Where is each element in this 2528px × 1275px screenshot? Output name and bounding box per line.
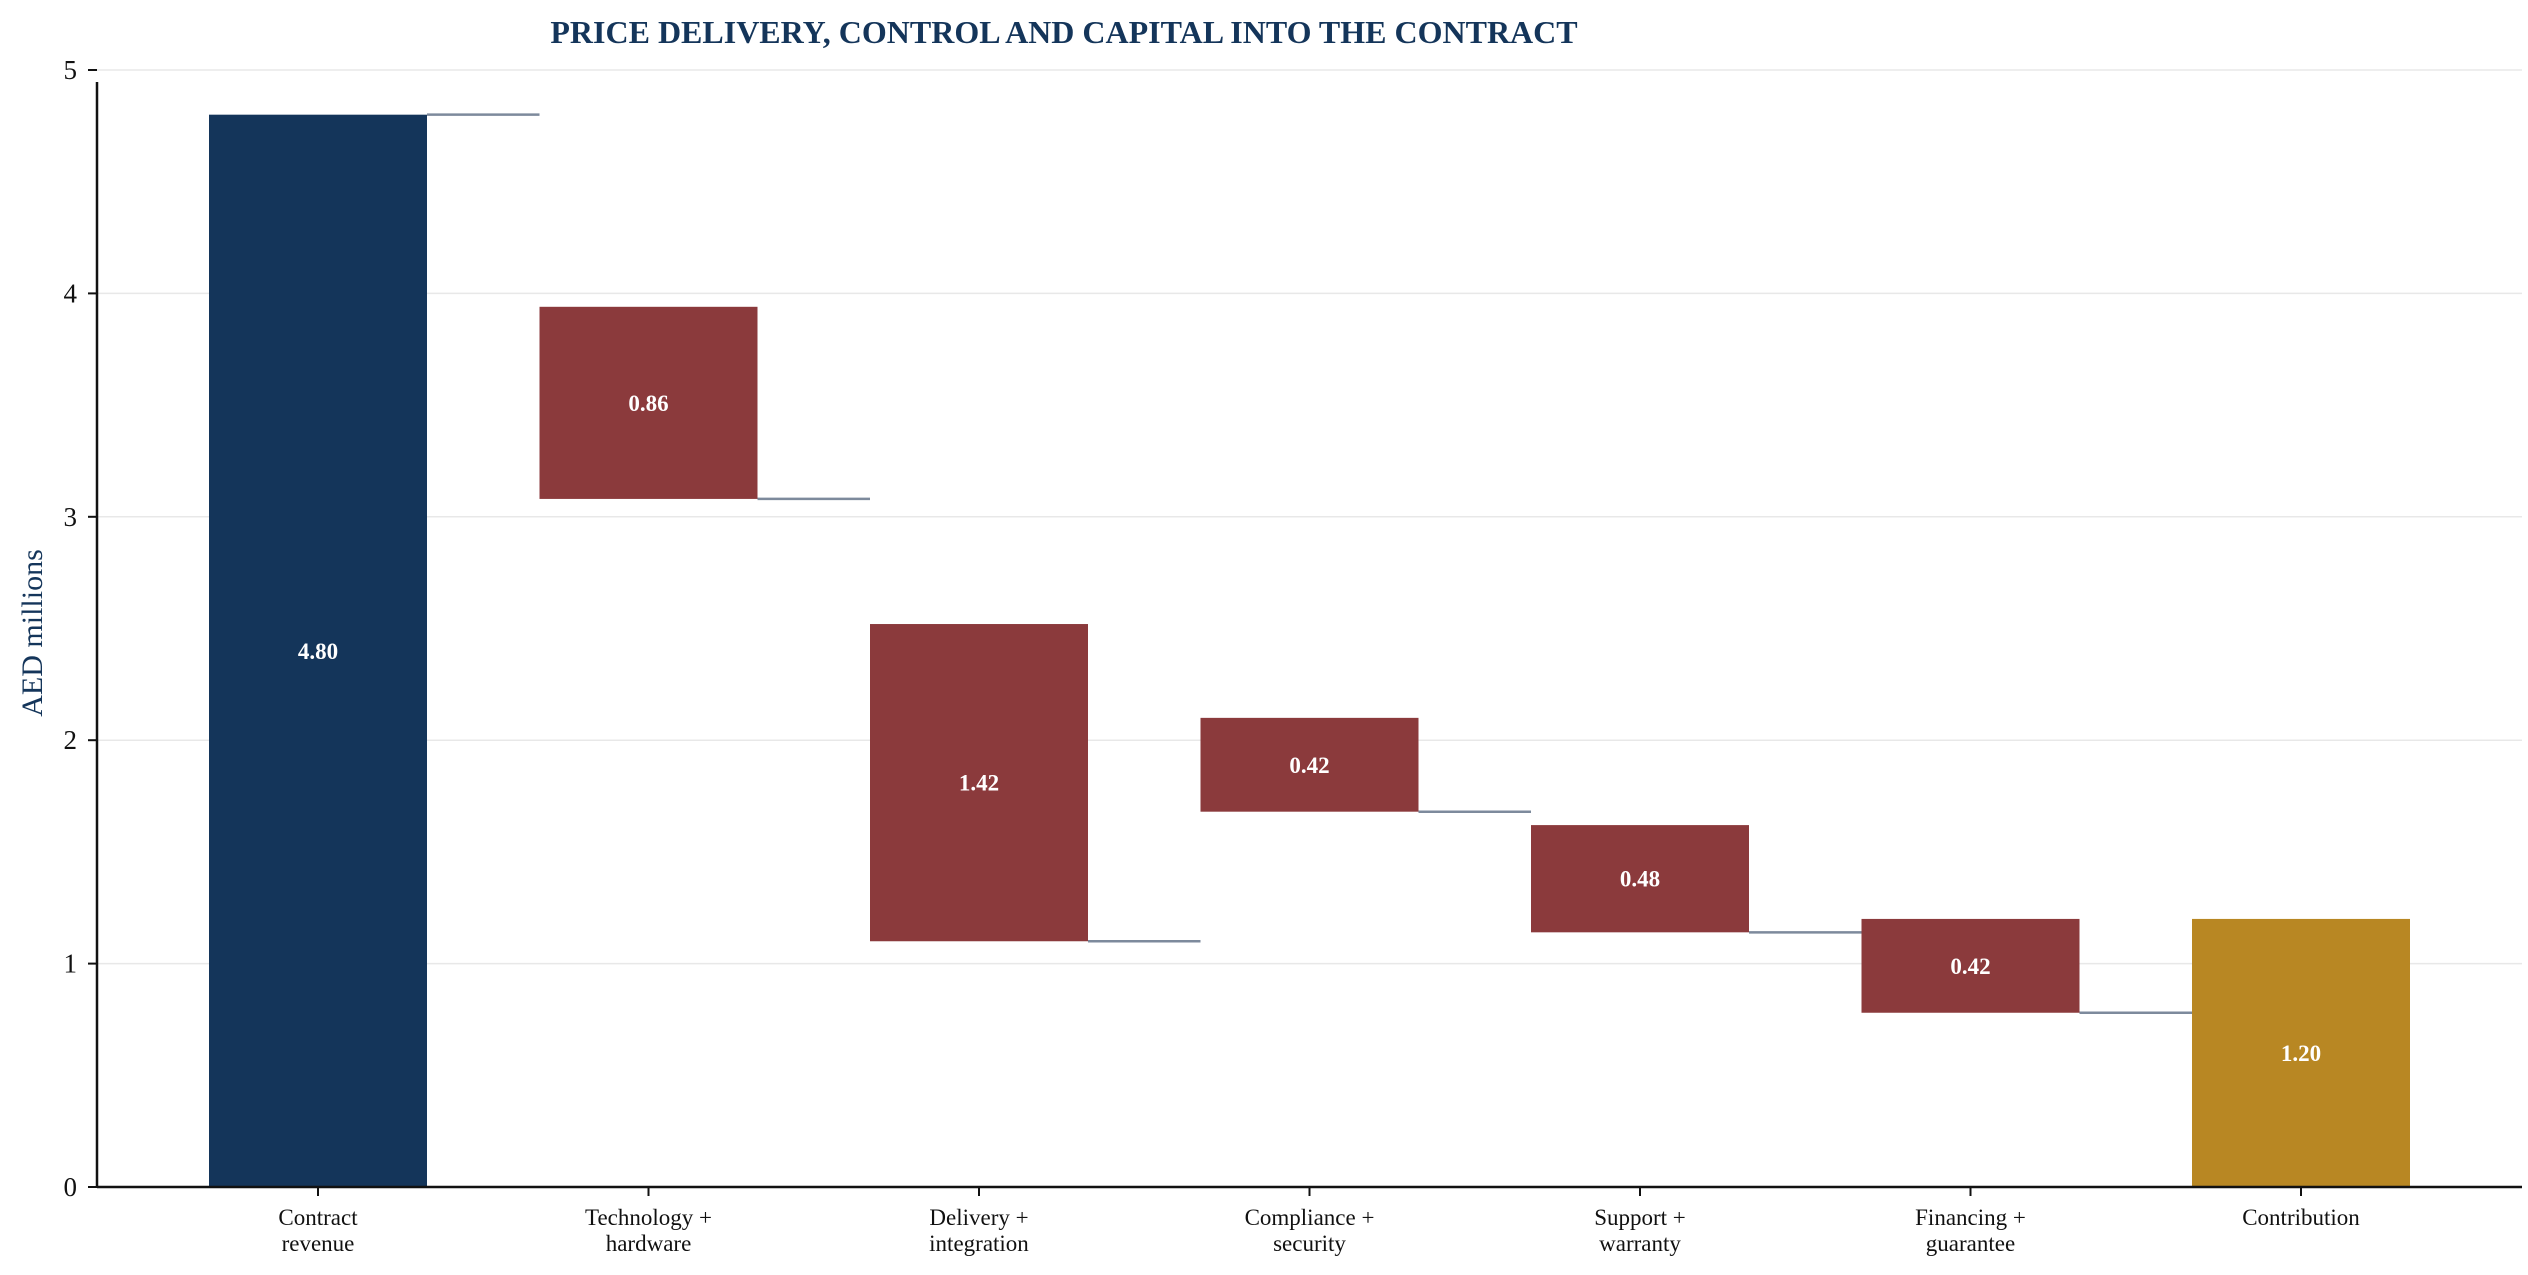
connector-lines <box>427 113 2192 1014</box>
value-label-5: 0.48 <box>1620 867 1660 892</box>
value-label-1: 4.80 <box>298 639 338 664</box>
value-label-6: 0.42 <box>1950 954 1990 979</box>
category-label-1: Contract revenue <box>278 1205 358 1256</box>
axes: 0 1 2 3 4 5 Contract revenue Technology + hardwar… <box>64 55 2522 1256</box>
bar-7 <box>2192 918 2410 1187</box>
category-label-line: integration <box>929 1231 1029 1256</box>
category-label-5: Support + warranty <box>1594 1205 1686 1256</box>
category-label-3: Delivery + integration <box>929 1205 1029 1256</box>
grid-lines <box>97 69 2522 965</box>
bar-6 <box>1861 918 2080 1013</box>
category-label-line: guarantee <box>1926 1231 2015 1256</box>
category-label-line: Financing + <box>1915 1205 2026 1230</box>
category-label-line: security <box>1273 1231 1346 1256</box>
bar-2 <box>539 306 758 499</box>
bar-1 <box>209 114 427 1187</box>
value-labels: 4.80 0.86 1.42 0.42 0.48 0.42 1.20 <box>298 391 2321 1066</box>
category-label-line: Compliance + <box>1245 1205 1375 1230</box>
y-tick-label: 0 <box>64 1172 78 1202</box>
chart-title: PRICE DELIVERY, CONTROL AND CAPITAL INTO… <box>550 14 1577 50</box>
category-label-line: Delivery + <box>929 1205 1028 1230</box>
category-label-6: Financing + guarantee <box>1915 1205 2026 1256</box>
category-label-line: Support + <box>1594 1205 1686 1230</box>
category-label-line: Contribution <box>2242 1205 2360 1230</box>
y-axis-label: AED millions <box>16 549 49 717</box>
y-tick-label: 1 <box>64 949 78 979</box>
value-label-7: 1.20 <box>2281 1041 2321 1066</box>
category-label-line: warranty <box>1599 1231 1681 1256</box>
y-tick-label: 4 <box>64 278 78 308</box>
category-label-2: Technology + hardware <box>585 1205 712 1256</box>
value-label-4: 0.42 <box>1289 753 1329 778</box>
y-tick-label: 2 <box>64 725 78 755</box>
bar-4 <box>1200 717 1419 812</box>
y-tick-label: 3 <box>64 502 78 532</box>
category-label-line: Contract <box>278 1205 358 1230</box>
bar-5 <box>1531 825 1749 933</box>
value-label-2: 0.86 <box>628 391 668 416</box>
bars <box>209 114 2410 1187</box>
category-label-line: Technology + <box>585 1205 712 1230</box>
category-label-7: Contribution <box>2242 1205 2360 1230</box>
category-label-line: revenue <box>282 1231 355 1256</box>
bar-3 <box>870 624 1088 942</box>
y-tick-label: 5 <box>64 55 78 85</box>
value-label-3: 1.42 <box>959 771 999 796</box>
category-label-4: Compliance + security <box>1245 1205 1375 1256</box>
category-label-line: hardware <box>606 1231 692 1256</box>
